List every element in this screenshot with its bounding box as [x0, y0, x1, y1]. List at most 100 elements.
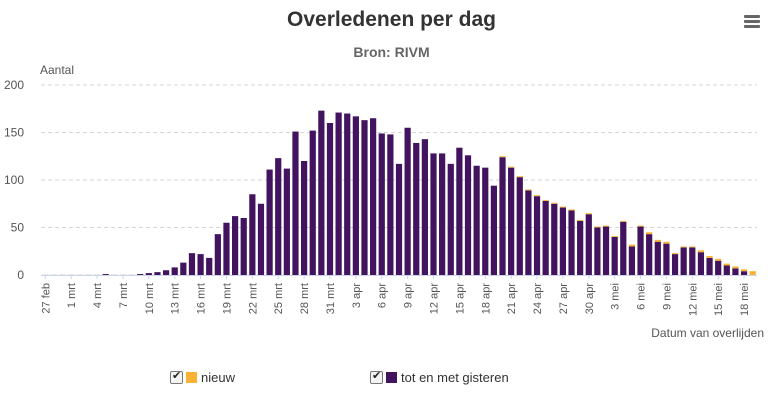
x-tick-label: 30 apr	[584, 283, 596, 315]
y-axis-label: Aantal	[40, 63, 75, 77]
bar-nieuw	[568, 209, 575, 211]
hamburger-menu-icon[interactable]	[744, 15, 760, 28]
x-tick-label: 13 mrt	[170, 283, 182, 314]
y-tick-label: 100	[4, 173, 24, 187]
x-tick-label: 15 mei	[713, 283, 725, 316]
bar-nieuw	[740, 269, 748, 272]
bar-gisteren	[240, 218, 247, 275]
bar-gisteren	[421, 139, 428, 275]
bar-gisteren	[231, 216, 239, 275]
bar-gisteren	[723, 265, 730, 275]
bar-gisteren	[344, 113, 351, 275]
bar-gisteren	[611, 237, 618, 275]
bar-gisteren	[525, 190, 532, 275]
x-tick-label: 15 apr	[454, 283, 466, 315]
bar-gisteren	[180, 262, 187, 275]
bar-gisteren	[145, 273, 152, 275]
x-tick-label: 12 mei	[687, 283, 699, 316]
bar-gisteren	[620, 221, 627, 275]
bar-nieuw	[611, 236, 618, 237]
bar-nieuw	[689, 246, 696, 248]
bar-nieuw	[542, 199, 549, 201]
bar-nieuw	[551, 202, 558, 204]
bar-nieuw	[732, 266, 739, 269]
bar-gisteren	[689, 247, 696, 275]
y-tick-label: 200	[4, 78, 24, 92]
y-tick-label: 50	[11, 221, 25, 235]
x-tick-label: 31 mrt	[325, 283, 337, 314]
x-tick-label: 25 mrt	[273, 283, 285, 314]
x-tick-label: 27 apr	[558, 283, 570, 315]
bar-gisteren	[542, 200, 549, 275]
legend-label-nieuw: nieuw	[201, 369, 235, 385]
bar-gisteren	[654, 241, 661, 275]
bar-nieuw	[706, 256, 713, 258]
bar-nieuw	[516, 176, 523, 178]
bar-nieuw	[602, 225, 610, 227]
x-tick-label: 18 mei	[739, 283, 751, 316]
legend-item-nieuw[interactable]: nieuw	[170, 368, 235, 386]
bar-gisteren	[516, 177, 523, 275]
x-tick-label: 4 mrt	[92, 283, 104, 308]
bar-gisteren	[335, 112, 342, 275]
bar-empty	[76, 274, 83, 275]
bar-gisteren	[439, 153, 446, 275]
legend-checkbox-nieuw[interactable]	[170, 369, 183, 384]
bar-nieuw	[628, 244, 636, 247]
bar-gisteren	[706, 257, 713, 275]
bar-nieuw	[559, 206, 567, 208]
bar-gisteren	[663, 243, 670, 275]
bar-gisteren	[275, 158, 282, 275]
legend-item-gisteren[interactable]: tot en met gisteren	[370, 368, 509, 386]
bar-nieuw	[723, 263, 730, 266]
x-tick-label: 9 mei	[661, 283, 673, 310]
bar-empty	[119, 274, 127, 275]
bar-nieuw	[585, 213, 592, 215]
bar-gisteren	[508, 167, 515, 275]
bar-gisteren	[301, 161, 308, 275]
x-tick-label: 27 feb	[40, 283, 52, 314]
bar-nieuw	[620, 220, 627, 222]
bar-gisteren	[585, 214, 592, 275]
x-tick-label: 6 apr	[377, 283, 389, 308]
legend-swatch-gisteren	[386, 371, 397, 383]
bar-gisteren	[266, 169, 273, 275]
bar-gisteren	[697, 252, 705, 275]
bar-gisteren	[732, 268, 739, 275]
bar-gisteren	[257, 203, 265, 275]
x-tick-label: 19 mrt	[221, 283, 233, 314]
bar-gisteren	[602, 226, 610, 275]
bar-gisteren	[404, 127, 411, 275]
y-tick-label: 150	[4, 126, 24, 140]
bar-gisteren	[499, 157, 506, 275]
bar-nieuw	[671, 253, 679, 255]
bar-nieuw	[646, 232, 653, 235]
bar-gisteren	[361, 120, 368, 276]
bar-nieuw	[499, 156, 506, 158]
bar-gisteren	[671, 254, 679, 275]
legend-checkbox-gisteren[interactable]	[370, 369, 383, 384]
bar-gisteren	[559, 207, 567, 275]
bar-gisteren	[318, 110, 325, 276]
x-tick-label: 24 apr	[532, 283, 544, 315]
bar-nieuw	[749, 271, 756, 275]
bar-nieuw	[715, 258, 722, 261]
bar-gisteren	[171, 267, 178, 275]
bar-empty	[111, 274, 118, 275]
bar-gisteren	[197, 254, 204, 275]
bar-nieuw	[680, 246, 687, 248]
bar-gisteren	[292, 131, 299, 275]
bar-empty	[42, 274, 49, 275]
bar-gisteren	[283, 168, 290, 275]
x-tick-label: 22 mrt	[247, 283, 259, 314]
bar-gisteren	[447, 163, 454, 275]
bar-nieuw	[508, 166, 515, 168]
bar-gisteren	[206, 257, 213, 275]
x-tick-label: 12 apr	[429, 283, 441, 315]
bar-gisteren	[326, 123, 334, 275]
bar-gisteren	[464, 155, 472, 275]
bar-nieuw	[525, 189, 532, 191]
x-tick-label: 6 mei	[636, 283, 648, 310]
bar-gisteren	[214, 234, 221, 275]
